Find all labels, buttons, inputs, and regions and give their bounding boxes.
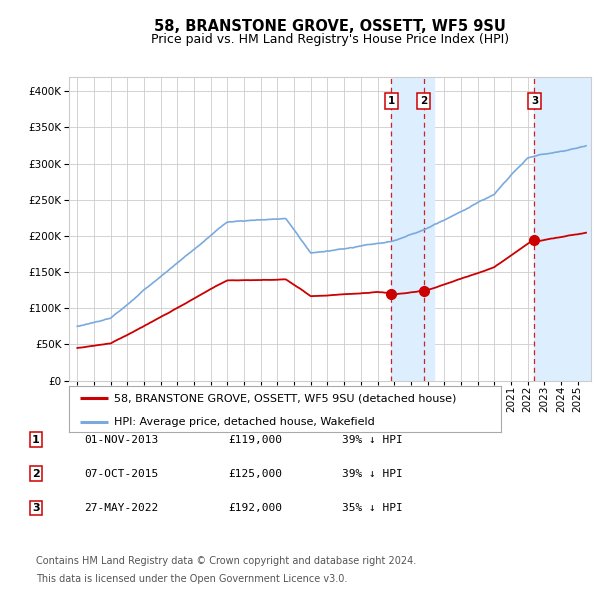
Text: 1: 1 xyxy=(388,96,395,106)
Text: 3: 3 xyxy=(531,96,538,106)
Text: 1: 1 xyxy=(32,435,40,444)
Text: £125,000: £125,000 xyxy=(228,469,282,478)
Text: 07-OCT-2015: 07-OCT-2015 xyxy=(84,469,158,478)
Text: 2: 2 xyxy=(32,469,40,478)
Text: 3: 3 xyxy=(32,503,40,513)
Text: 01-NOV-2013: 01-NOV-2013 xyxy=(84,435,158,444)
Text: 35% ↓ HPI: 35% ↓ HPI xyxy=(342,503,403,513)
Text: £192,000: £192,000 xyxy=(228,503,282,513)
Bar xyxy=(535,77,591,381)
Text: HPI: Average price, detached house, Wakefield: HPI: Average price, detached house, Wake… xyxy=(115,417,375,427)
Text: 58, BRANSTONE GROVE, OSSETT, WF5 9SU: 58, BRANSTONE GROVE, OSSETT, WF5 9SU xyxy=(154,19,506,34)
Text: Price paid vs. HM Land Registry's House Price Index (HPI): Price paid vs. HM Land Registry's House … xyxy=(151,33,509,46)
Text: 27-MAY-2022: 27-MAY-2022 xyxy=(84,503,158,513)
Text: 2: 2 xyxy=(420,96,427,106)
Text: 39% ↓ HPI: 39% ↓ HPI xyxy=(342,435,403,444)
Text: £119,000: £119,000 xyxy=(228,435,282,444)
Text: 58, BRANSTONE GROVE, OSSETT, WF5 9SU (detached house): 58, BRANSTONE GROVE, OSSETT, WF5 9SU (de… xyxy=(115,394,457,404)
Text: 39% ↓ HPI: 39% ↓ HPI xyxy=(342,469,403,478)
Text: This data is licensed under the Open Government Licence v3.0.: This data is licensed under the Open Gov… xyxy=(36,574,347,584)
Text: Contains HM Land Registry data © Crown copyright and database right 2024.: Contains HM Land Registry data © Crown c… xyxy=(36,556,416,566)
Bar xyxy=(391,77,434,381)
